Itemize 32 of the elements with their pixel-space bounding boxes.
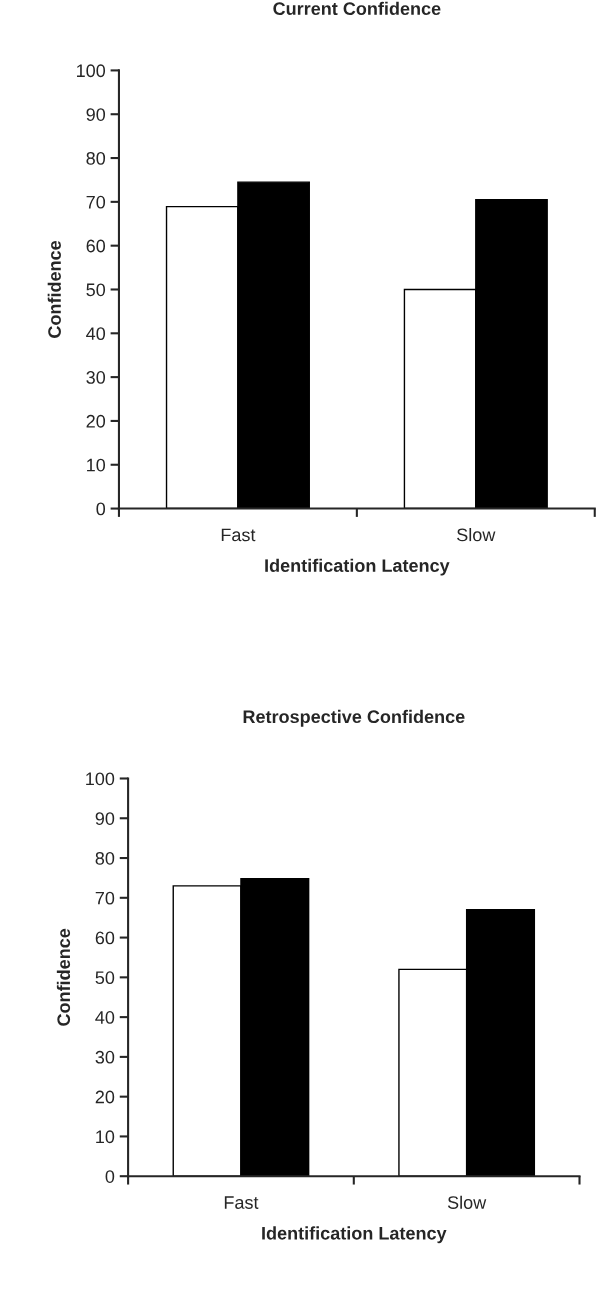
- y-tick-label: 60: [86, 239, 106, 253]
- y-axis-title: Confidence: [56, 928, 71, 1026]
- y-tick-label: 70: [86, 195, 106, 209]
- y-tick-label: 60: [95, 931, 115, 945]
- y-tick-label: 0: [105, 1170, 115, 1183]
- y-tick-label: 40: [86, 327, 106, 341]
- y-tick-label: 100: [77, 64, 106, 78]
- y-tick-label: 10: [96, 1130, 115, 1144]
- x-tick-label: Slow: [447, 1195, 487, 1209]
- y-tick-label: 40: [95, 1011, 115, 1024]
- y-tick-label: 0: [96, 502, 106, 516]
- y-tick-label: 90: [95, 812, 115, 825]
- x-tick-label: Slow: [457, 528, 496, 542]
- chart-title: Current Confidence: [273, 1, 441, 16]
- y-tick-label: 100: [86, 772, 115, 786]
- y-tick-label: 80: [95, 851, 115, 865]
- y-tick-label: 20: [86, 414, 106, 428]
- x-axis-title: Identification Latency: [265, 558, 450, 576]
- x-tick-label: Fast: [221, 528, 256, 542]
- y-tick-label: 30: [95, 1050, 115, 1064]
- chart-title: Retrospective Confidence: [243, 709, 465, 727]
- y-tick-label: 10: [87, 458, 106, 472]
- y-tick-label: 80: [86, 151, 106, 165]
- y-tick-label: 90: [86, 108, 106, 121]
- y-tick-label: 50: [86, 283, 106, 297]
- y-tick-label: 50: [95, 971, 115, 985]
- y-tick-label: 30: [86, 371, 106, 384]
- y-axis-title: Confidence: [47, 240, 61, 338]
- y-tick-label: 20: [95, 1090, 115, 1104]
- x-tick-label: Fast: [224, 1196, 259, 1209]
- x-axis-title: Identification Latency: [262, 1226, 447, 1244]
- y-tick-label: 70: [95, 891, 115, 905]
